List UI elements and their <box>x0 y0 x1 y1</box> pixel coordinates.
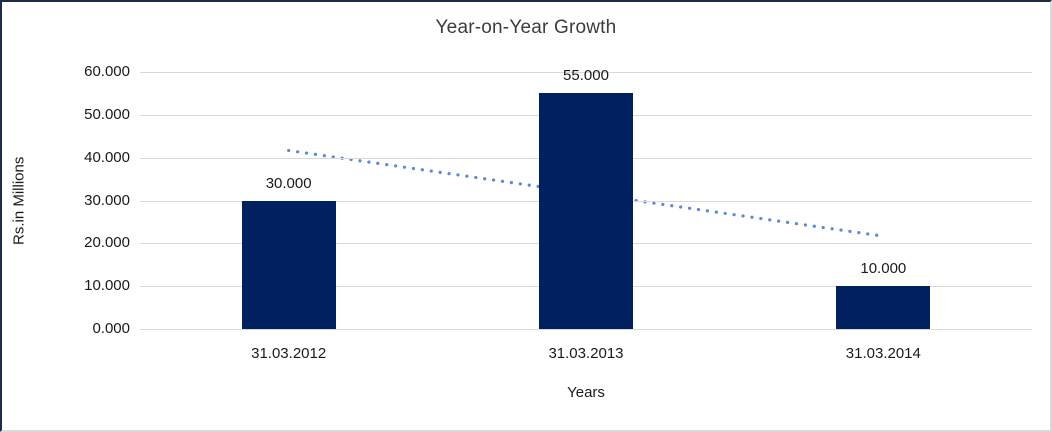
bar <box>241 200 336 329</box>
y-axis-tick-label: 30.000 <box>84 191 130 209</box>
y-axis-tick-label: 50.000 <box>84 105 130 123</box>
y-axis-tick-label: 0.000 <box>92 320 130 337</box>
data-label: 55.000 <box>563 67 609 85</box>
bar <box>539 93 633 329</box>
y-axis-tick-label: 10.000 <box>84 277 130 295</box>
gridline <box>140 72 1032 73</box>
x-axis-tick-label: 31.03.2013 <box>548 345 624 362</box>
gridline <box>140 329 1032 330</box>
data-label: 10.000 <box>860 260 907 278</box>
trendline <box>287 148 885 238</box>
plot-area: 30.000 31.03.2012 55.000 31.03.2013 10.000 31… <box>140 67 1032 362</box>
x-axis-title: Years <box>567 384 605 401</box>
x-axis-tick-label: 31.03.2012 <box>251 345 327 362</box>
y-axis-tick-label: 60.000 <box>84 63 130 80</box>
chart-title: Year-on-Year Growth <box>435 17 617 38</box>
data-label: 30.000 <box>265 174 312 192</box>
y-axis-tick-label: 40.000 <box>84 148 130 166</box>
y-axis-tick-label: 20.000 <box>84 234 130 252</box>
bar <box>836 286 931 329</box>
x-axis-tick-label: 31.03.2014 <box>845 345 921 362</box>
